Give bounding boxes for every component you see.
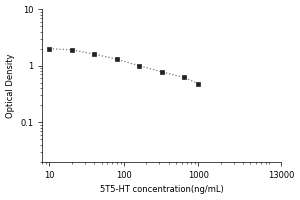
X-axis label: 5T5-HT concentration(ng/mL): 5T5-HT concentration(ng/mL) — [100, 185, 224, 194]
Y-axis label: Optical Density: Optical Density — [6, 53, 15, 118]
